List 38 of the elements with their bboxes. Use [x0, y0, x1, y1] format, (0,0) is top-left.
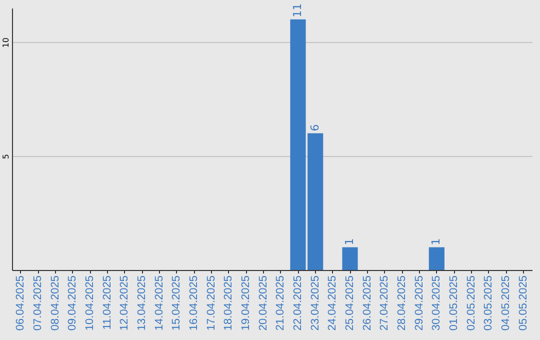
x-tick-label: 22.04.2025: [292, 276, 304, 331]
bar: [428, 247, 444, 270]
x-tick-label: 26.04.2025: [361, 276, 374, 331]
x-tick-label: 01.05.2025: [448, 276, 460, 331]
x-tick-label: 20.04.2025: [257, 276, 270, 331]
x-tick-label: 16.04.2025: [188, 276, 200, 331]
bar: [342, 247, 358, 270]
data-label: 6: [308, 124, 322, 132]
x-tick-label: 25.04.2025: [344, 276, 356, 331]
x-tick-label: 10.04.2025: [84, 276, 96, 331]
x-tick-label: 18.04.2025: [222, 276, 235, 331]
x-tick-label: 09.04.2025: [66, 276, 79, 331]
data-label: 1: [430, 238, 443, 246]
x-tick-label: 12.04.2025: [118, 276, 131, 331]
x-tick-label: 15.04.2025: [170, 276, 183, 331]
x-tick-label: 21.04.2025: [274, 276, 287, 331]
x-tick-label: 17.04.2025: [205, 276, 218, 331]
x-tick-label: 08.04.2025: [49, 276, 62, 331]
x-tick-label: 05.05.2025: [517, 276, 530, 331]
x-tick-label: 14.04.2025: [153, 276, 166, 331]
x-tick-label: 30.04.2025: [430, 276, 443, 331]
x-tick-label: 24.04.2025: [326, 276, 339, 331]
x-tick-label: 23.04.2025: [309, 276, 322, 331]
x-tick-label: 19.04.2025: [240, 276, 252, 331]
x-tick-label: 07.04.2025: [32, 276, 44, 331]
y-tick-label: 5: [2, 154, 10, 160]
x-tick-label: 27.04.2025: [378, 276, 391, 331]
x-tick-label: 11.04.2025: [101, 276, 114, 330]
data-label: 11: [291, 3, 304, 18]
y-tick-label: 10: [2, 38, 10, 48]
x-tick-label: 03.05.2025: [482, 276, 495, 331]
data-label: 1: [343, 238, 356, 246]
x-tick-label: 29.04.2025: [413, 276, 426, 331]
x-tick-label: 02.05.2025: [465, 276, 478, 331]
x-tick-label: 13.04.2025: [136, 276, 148, 331]
x-tick-label: 28.04.2025: [396, 276, 408, 331]
x-tick-label: 04.05.2025: [500, 276, 512, 331]
x-tick-label: 06.04.2025: [14, 276, 27, 331]
